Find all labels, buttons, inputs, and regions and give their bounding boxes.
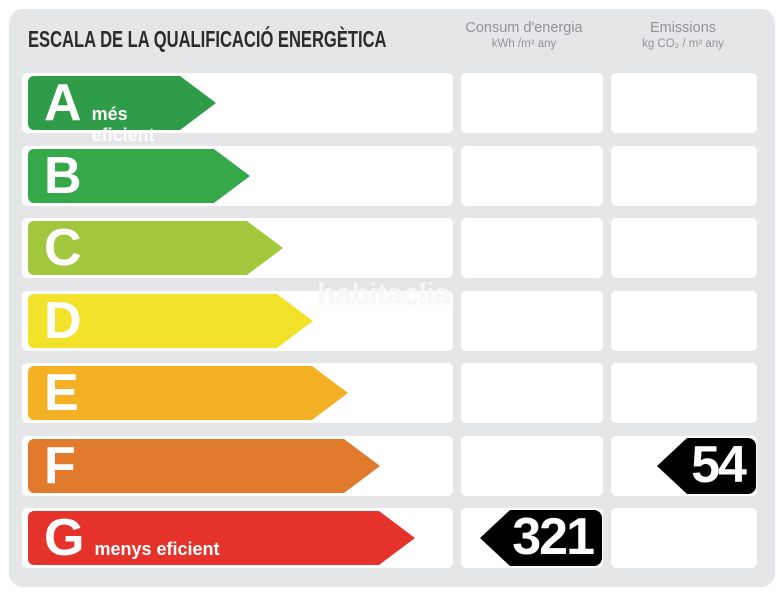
rating-row-d: D — [0, 291, 784, 351]
emissions-header-line1: Emissions — [649, 20, 717, 36]
rating-arrow-b: B — [28, 147, 250, 205]
rating-arrow-tip-icon — [214, 149, 250, 203]
habitaclia-watermark: habitaclia — [317, 276, 451, 311]
rating-arrow-tip-icon — [344, 439, 380, 493]
consum-cell-b — [461, 146, 603, 206]
emissions-cell-f: 54 — [611, 436, 757, 496]
consum-value-badge-number: 321 — [510, 510, 602, 566]
consum-cell-g: 321 — [461, 508, 603, 568]
rating-letter-f: F — [44, 437, 76, 495]
emissions-cell-g — [611, 508, 757, 568]
badge-arrow-tip-icon — [480, 510, 511, 566]
rating-letter-b: B — [44, 147, 82, 205]
rating-row-f: F 54 — [0, 436, 784, 496]
rating-label-a: més eficient — [91, 104, 155, 145]
rating-bar-track-d: D — [22, 291, 453, 351]
emissions-cell-b — [611, 146, 757, 206]
rating-label-g: menys eficient — [94, 539, 220, 559]
consum-cell-d — [461, 291, 603, 351]
rating-arrow-e: E — [28, 364, 348, 422]
rating-arrow-f: F — [28, 437, 380, 495]
rating-row-c: C — [0, 218, 784, 278]
rating-letter-e: E — [44, 364, 79, 422]
consum-header-line1: Consum d'energia — [465, 20, 583, 36]
badge-arrow-tip-icon — [657, 438, 687, 494]
rating-bar-track-b: B — [22, 146, 453, 206]
emissions-cell-d — [611, 291, 757, 351]
emissions-column-header: Emissions kg CO₂ / m² any — [603, 19, 763, 52]
rating-letter-c: C — [44, 219, 82, 277]
rating-row-e: E — [0, 363, 784, 423]
rating-bar-track-c: C — [22, 218, 453, 278]
rating-bar-track-f: F — [22, 436, 453, 496]
rating-letter-g: G — [44, 509, 85, 567]
consum-cell-e — [461, 363, 603, 423]
rating-arrow-tip-icon — [180, 76, 216, 130]
emissions-cell-e — [611, 363, 757, 423]
rating-arrow-tip-icon — [277, 294, 313, 348]
rating-arrow-tip-icon — [247, 221, 283, 275]
rating-bar-track-e: E — [22, 363, 453, 423]
rating-row-b: B — [0, 146, 784, 206]
rating-arrow-c: C — [28, 219, 283, 277]
consum-cell-c — [461, 218, 603, 278]
emissions-header-units: kg CO₂ / m² any — [642, 38, 724, 50]
emissions-cell-a — [611, 73, 757, 133]
rating-arrow-tip-icon — [379, 511, 415, 565]
consum-column-header: Consum d'energia kWh /m² any — [443, 19, 605, 52]
rating-arrow-d: D — [28, 292, 313, 350]
emissions-cell-c — [611, 218, 757, 278]
consum-cell-f — [461, 436, 603, 496]
rating-letter-d: D — [44, 292, 82, 350]
rating-arrow-tip-icon — [312, 366, 348, 420]
emissions-value-badge-number: 54 — [687, 438, 756, 494]
consum-value-badge: 321 — [480, 510, 602, 566]
emissions-value-badge: 54 — [657, 438, 756, 494]
rating-letter-a: A — [44, 74, 82, 132]
consum-header-units: kWh /m² any — [491, 38, 557, 50]
consum-cell-a — [461, 73, 603, 133]
page-title: ESCALA DE LA QUALIFICACIÓ ENERGÈTICA — [28, 26, 387, 52]
